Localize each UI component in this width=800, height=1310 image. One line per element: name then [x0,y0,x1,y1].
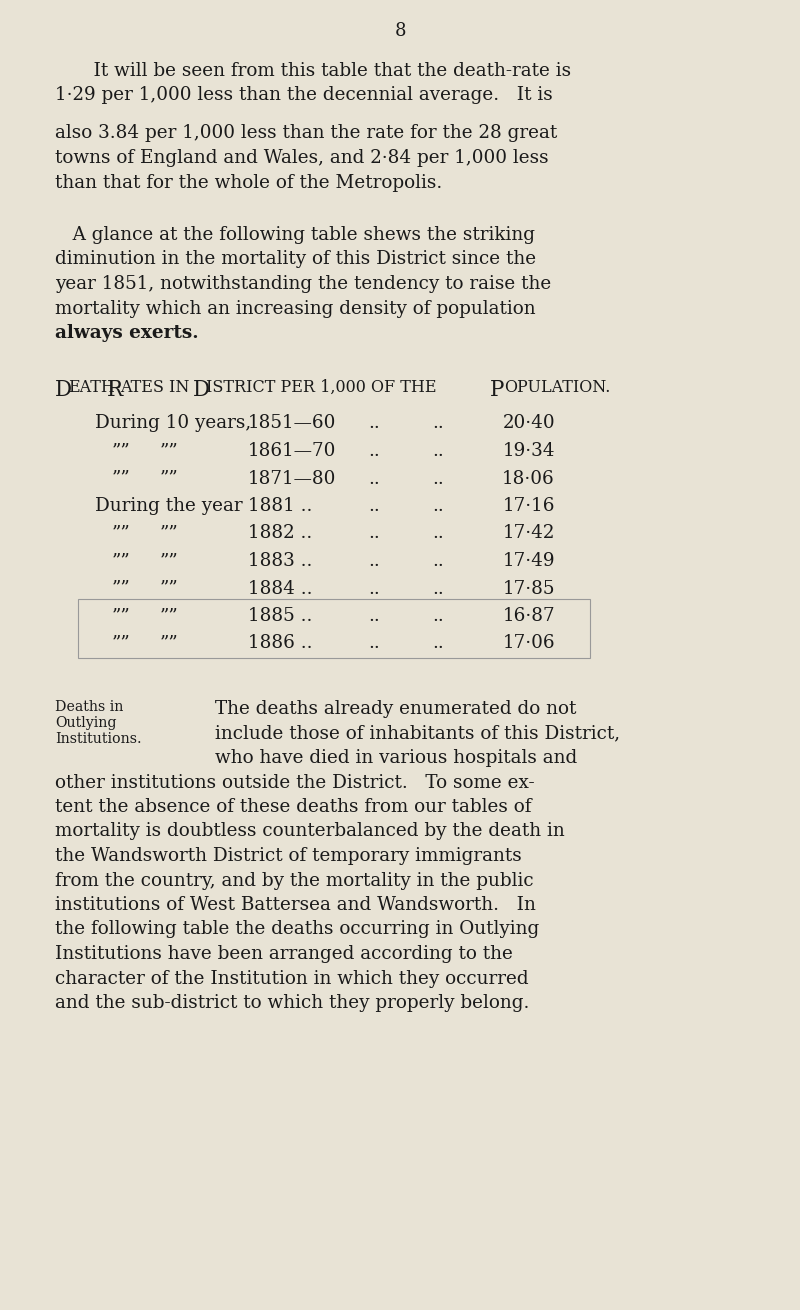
Text: ””: ”” [160,441,178,460]
Text: A glance at the following table shews the striking: A glance at the following table shews th… [55,227,535,244]
Text: ..: .. [432,524,444,542]
Text: ..: .. [368,579,380,597]
Text: It will be seen from this table that the death-rate is: It will be seen from this table that the… [70,62,571,80]
Text: ..: .. [368,524,380,542]
Text: towns of England and Wales, and 2·84 per 1,000 less: towns of England and Wales, and 2·84 per… [55,149,549,166]
Text: ””: ”” [160,552,178,570]
Text: also 3.84 per 1,000 less than the rate for the 28 great: also 3.84 per 1,000 less than the rate f… [55,124,558,143]
Text: ..: .. [432,496,444,515]
Bar [78,599,590,658]
Text: ””: ”” [112,552,130,570]
Text: 17·06: 17·06 [502,634,555,652]
Text: 1885 ..: 1885 .. [248,607,312,625]
Text: and the sub-district to which they properly belong.: and the sub-district to which they prope… [55,994,530,1013]
Text: During 10 years,: During 10 years, [95,414,251,432]
Text: EATH-: EATH- [68,379,120,396]
Text: 19·34: 19·34 [502,441,555,460]
Text: always exerts.: always exerts. [55,324,198,342]
Text: institutions of West Battersea and Wandsworth.   In: institutions of West Battersea and Wands… [55,896,536,914]
Text: ””: ”” [160,469,178,487]
Text: 16·87: 16·87 [502,607,555,625]
Text: ””: ”” [160,607,178,625]
Text: ””: ”” [112,634,130,652]
Text: than that for the whole of the Metropolis.: than that for the whole of the Metropoli… [55,173,442,191]
Text: 1871—80: 1871—80 [248,469,336,487]
Text: OPULATION.: OPULATION. [504,379,610,396]
Text: ..: .. [432,469,444,487]
Text: Deaths in: Deaths in [55,700,123,714]
Text: ..: .. [368,441,380,460]
Text: include those of inhabitants of this District,: include those of inhabitants of this Dis… [215,724,620,743]
Text: ..: .. [432,552,444,570]
Text: ..: .. [432,414,444,432]
Text: the following table the deaths occurring in Outlying: the following table the deaths occurring… [55,921,539,938]
Text: P: P [490,379,504,401]
Text: 18·06: 18·06 [502,469,555,487]
Text: 1881 ..: 1881 .. [248,496,312,515]
Text: ATES IN: ATES IN [120,379,194,396]
Text: other institutions outside the District.   To some ex-: other institutions outside the District.… [55,773,534,791]
Text: 1883 ..: 1883 .. [248,552,312,570]
Text: R: R [107,379,123,401]
Text: ””: ”” [112,607,130,625]
Text: ..: .. [432,441,444,460]
Text: 17·85: 17·85 [502,579,555,597]
Text: Outlying: Outlying [55,717,117,730]
Text: The deaths already enumerated do not: The deaths already enumerated do not [215,700,576,718]
Text: D: D [55,379,72,401]
Text: ””: ”” [112,524,130,542]
Text: character of the Institution in which they occurred: character of the Institution in which th… [55,969,529,988]
Text: ””: ”” [112,469,130,487]
Text: ..: .. [368,469,380,487]
Text: tent the absence of these deaths from our tables of: tent the absence of these deaths from ou… [55,798,531,816]
Text: ””: ”” [160,579,178,597]
Text: 1884 ..: 1884 .. [248,579,313,597]
Text: ..: .. [368,414,380,432]
Text: 17·16: 17·16 [502,496,555,515]
Text: D: D [193,379,210,401]
Text: ..: .. [368,552,380,570]
Text: mortality which an increasing density of population: mortality which an increasing density of… [55,300,536,317]
Text: who have died in various hospitals and: who have died in various hospitals and [215,749,578,766]
Text: year 1851, notwithstanding the tendency to raise the: year 1851, notwithstanding the tendency … [55,275,551,293]
Text: 20·40: 20·40 [502,414,555,432]
Text: ..: .. [432,579,444,597]
Text: ””: ”” [160,524,178,542]
Text: from the country, and by the mortality in the public: from the country, and by the mortality i… [55,871,534,889]
Text: 1886 ..: 1886 .. [248,634,313,652]
Text: 1851—60: 1851—60 [248,414,336,432]
Text: 17·49: 17·49 [502,552,555,570]
Text: ””: ”” [160,634,178,652]
Text: ..: .. [368,634,380,652]
Text: Institutions.: Institutions. [55,732,142,745]
Text: the Wandsworth District of temporary immigrants: the Wandsworth District of temporary imm… [55,848,522,865]
Text: 1·29 per 1,000 less than the decennial average.   It is: 1·29 per 1,000 less than the decennial a… [55,86,553,105]
Text: ..: .. [432,634,444,652]
Text: mortality is doubtless counterbalanced by the death in: mortality is doubtless counterbalanced b… [55,823,565,841]
Text: diminution in the mortality of this District since the: diminution in the mortality of this Dist… [55,250,536,269]
Text: 8: 8 [394,22,406,41]
Text: ..: .. [432,607,444,625]
Text: 17·42: 17·42 [502,524,555,542]
Text: ””: ”” [112,441,130,460]
Text: 1882 ..: 1882 .. [248,524,312,542]
Text: 1861—70: 1861—70 [248,441,336,460]
Text: ””: ”” [112,579,130,597]
Text: ..: .. [368,496,380,515]
Text: Institutions have been arranged according to the: Institutions have been arranged accordin… [55,945,513,963]
Text: During the year: During the year [95,496,242,515]
Text: ..: .. [368,607,380,625]
Text: ISTRICT PER 1,000 OF THE: ISTRICT PER 1,000 OF THE [206,379,442,396]
